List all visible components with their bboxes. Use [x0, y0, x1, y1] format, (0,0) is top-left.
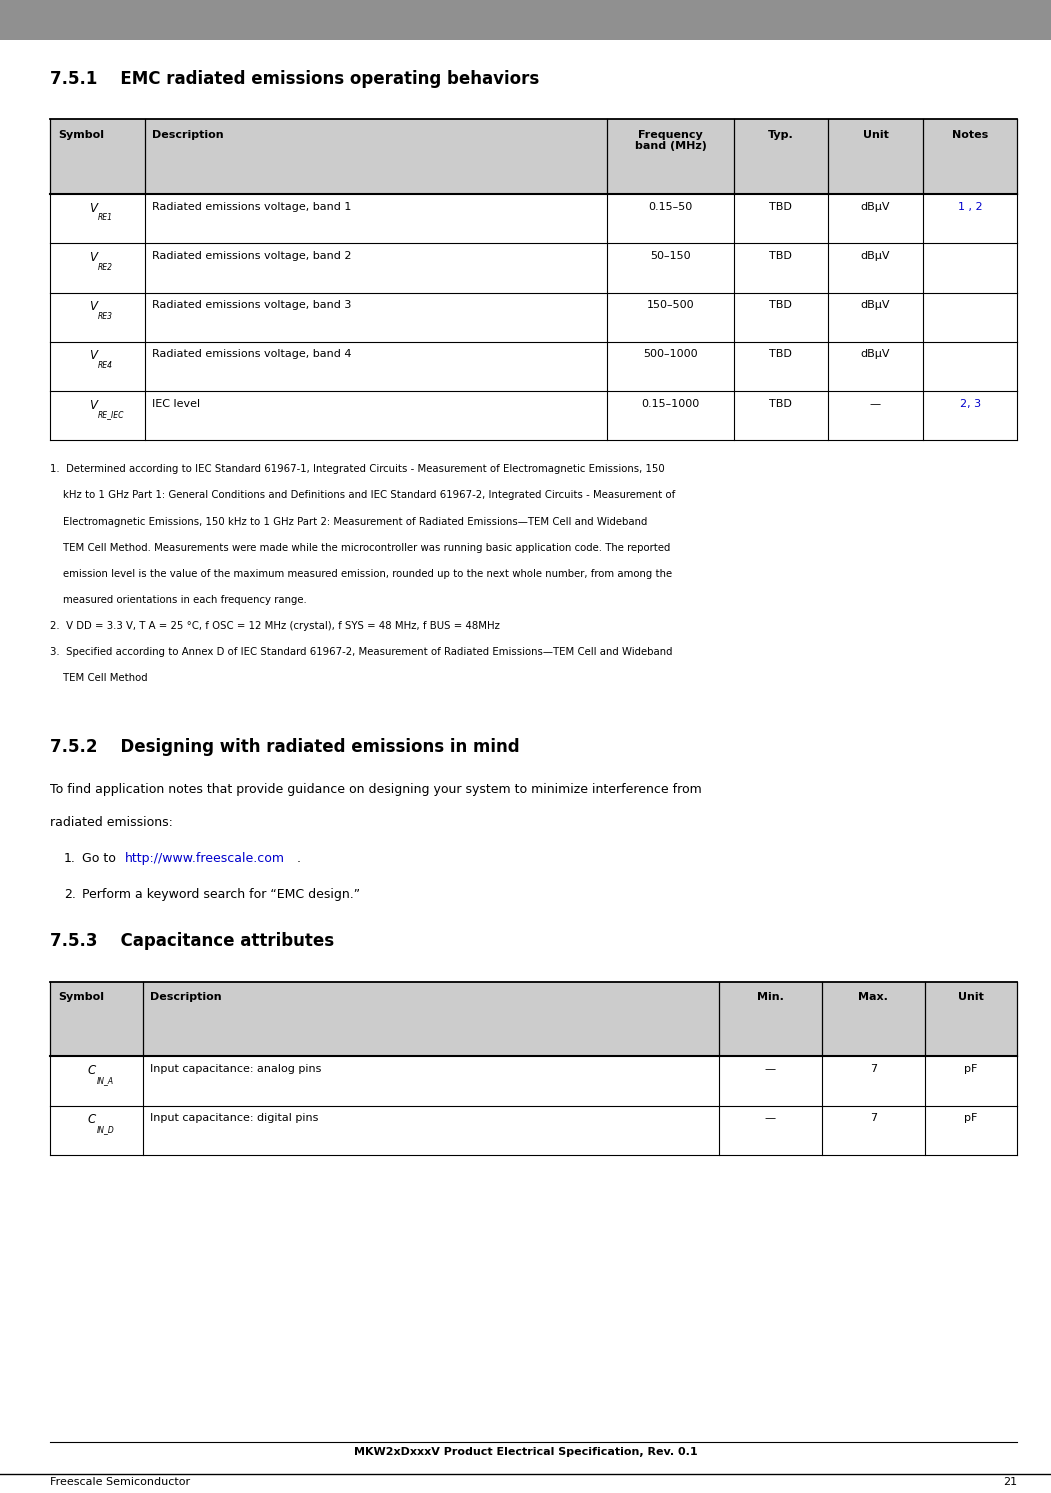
Text: Description: Description: [152, 130, 224, 140]
Text: kHz to 1 GHz Part 1: General Conditions and Definitions and IEC Standard 61967-2: kHz to 1 GHz Part 1: General Conditions …: [50, 491, 676, 500]
Bar: [50, 194, 1017, 243]
Text: RE4: RE4: [98, 361, 112, 370]
Text: 2.  V DD = 3.3 V, T A = 25 °C, f OSC = 12 MHz (crystal), f SYS = 48 MHz, f BUS =: 2. V DD = 3.3 V, T A = 25 °C, f OSC = 12…: [50, 621, 500, 632]
Text: 7.5.2    Designing with radiated emissions in mind: 7.5.2 Designing with radiated emissions …: [50, 738, 520, 757]
Text: dBμV: dBμV: [861, 202, 890, 212]
Text: pF: pF: [965, 1065, 977, 1073]
Text: Min.: Min.: [757, 993, 784, 1002]
Text: 50–150: 50–150: [651, 251, 691, 261]
Text: TBD: TBD: [769, 399, 792, 409]
Bar: [50, 293, 1017, 342]
Text: dBμV: dBμV: [861, 251, 890, 261]
Text: TBD: TBD: [769, 251, 792, 261]
Text: 1.: 1.: [64, 851, 76, 864]
Text: 0.15–1000: 0.15–1000: [641, 399, 700, 409]
Text: pF: pF: [965, 1114, 977, 1123]
Text: measured orientations in each frequency range.: measured orientations in each frequency …: [50, 596, 307, 605]
Bar: [50, 119, 1017, 194]
Bar: [50, 243, 1017, 293]
Text: Frequency
band (MHz): Frequency band (MHz): [635, 130, 706, 151]
Text: TBD: TBD: [769, 300, 792, 311]
Text: dBμV: dBμV: [861, 300, 890, 311]
Text: 7.5.1    EMC radiated emissions operating behaviors: 7.5.1 EMC radiated emissions operating b…: [50, 70, 540, 88]
Text: V: V: [88, 399, 97, 412]
Text: V: V: [88, 251, 97, 264]
Text: Perform a keyword search for “EMC design.”: Perform a keyword search for “EMC design…: [82, 887, 360, 900]
Text: Radiated emissions voltage, band 2: Radiated emissions voltage, band 2: [152, 251, 352, 261]
Text: MKW2xDxxxV Product Electrical Specification, Rev. 0.1: MKW2xDxxxV Product Electrical Specificat…: [354, 1447, 697, 1457]
Text: Typ.: Typ.: [768, 130, 794, 140]
Text: Symbol: Symbol: [58, 993, 104, 1002]
Text: —: —: [765, 1065, 776, 1073]
Text: TBD: TBD: [769, 349, 792, 360]
Text: 0.15–50: 0.15–50: [648, 202, 693, 212]
Text: Unit: Unit: [959, 993, 984, 1002]
Text: 2.: 2.: [64, 887, 76, 900]
Text: 150–500: 150–500: [646, 300, 695, 311]
Text: RE3: RE3: [98, 312, 112, 321]
Text: IEC level: IEC level: [152, 399, 201, 409]
Text: V: V: [88, 349, 97, 363]
Text: TBD: TBD: [769, 202, 792, 212]
Text: 21: 21: [1004, 1477, 1017, 1487]
Text: C: C: [87, 1114, 96, 1126]
Text: Radiated emissions voltage, band 4: Radiated emissions voltage, band 4: [152, 349, 352, 360]
Text: RE2: RE2: [98, 263, 112, 272]
Text: dBμV: dBμV: [861, 349, 890, 360]
Text: —: —: [870, 399, 881, 409]
Text: TEM Cell Method: TEM Cell Method: [50, 673, 148, 684]
Text: V: V: [88, 300, 97, 314]
Text: Input capacitance: analog pins: Input capacitance: analog pins: [150, 1065, 322, 1073]
Text: Radiated emissions voltage, band 3: Radiated emissions voltage, band 3: [152, 300, 352, 311]
Text: .: .: [296, 851, 301, 864]
Bar: [50, 391, 1017, 440]
Text: Notes: Notes: [952, 130, 988, 140]
Text: Description: Description: [150, 993, 222, 1002]
Text: 7: 7: [870, 1065, 877, 1073]
Text: Freescale Semiconductor: Freescale Semiconductor: [50, 1477, 190, 1487]
Text: 7: 7: [870, 1114, 877, 1123]
Text: Input capacitance: digital pins: Input capacitance: digital pins: [150, 1114, 318, 1123]
Text: http://www.freescale.com: http://www.freescale.com: [125, 851, 285, 864]
Text: IN_A: IN_A: [97, 1076, 114, 1085]
Text: 7.5.3    Capacitance attributes: 7.5.3 Capacitance attributes: [50, 932, 334, 951]
Bar: [0, 0, 1051, 40]
Text: V: V: [88, 202, 97, 215]
Bar: [50, 982, 1017, 1057]
Text: 3.  Specified according to Annex D of IEC Standard 61967-2, Measurement of Radia: 3. Specified according to Annex D of IEC…: [50, 648, 673, 657]
Bar: [50, 1057, 1017, 1105]
Text: —: —: [765, 1114, 776, 1123]
Text: RE_IEC: RE_IEC: [98, 411, 124, 420]
Text: Go to: Go to: [82, 851, 120, 864]
Text: 500–1000: 500–1000: [643, 349, 698, 360]
Bar: [50, 342, 1017, 391]
Text: Max.: Max.: [859, 993, 888, 1002]
Text: To find application notes that provide guidance on designing your system to mini: To find application notes that provide g…: [50, 782, 702, 796]
Text: radiated emissions:: radiated emissions:: [50, 815, 173, 829]
Text: Radiated emissions voltage, band 1: Radiated emissions voltage, band 1: [152, 202, 352, 212]
Text: IN_D: IN_D: [97, 1126, 115, 1135]
Text: C: C: [87, 1065, 96, 1076]
Text: 2, 3: 2, 3: [960, 399, 981, 409]
Text: Electromagnetic Emissions, 150 kHz to 1 GHz Part 2: Measurement of Radiated Emis: Electromagnetic Emissions, 150 kHz to 1 …: [50, 517, 647, 527]
Text: 1.  Determined according to IEC Standard 61967-1, Integrated Circuits - Measurem: 1. Determined according to IEC Standard …: [50, 464, 665, 475]
Text: Symbol: Symbol: [58, 130, 104, 140]
Bar: [50, 1105, 1017, 1156]
Text: RE1: RE1: [98, 213, 112, 222]
Text: Unit: Unit: [863, 130, 888, 140]
Text: 1 , 2: 1 , 2: [957, 202, 983, 212]
Text: emission level is the value of the maximum measured emission, rounded up to the : emission level is the value of the maxim…: [50, 569, 673, 579]
Text: TEM Cell Method. Measurements were made while the microcontroller was running ba: TEM Cell Method. Measurements were made …: [50, 543, 671, 552]
